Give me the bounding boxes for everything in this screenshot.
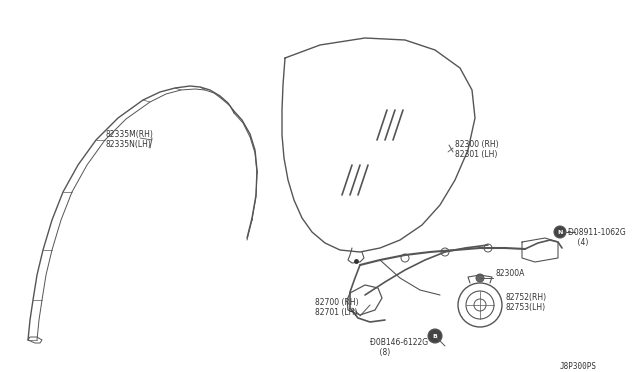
Circle shape [428,329,442,343]
Circle shape [554,226,566,238]
Text: 82752(RH)
82753(LH): 82752(RH) 82753(LH) [506,293,547,312]
Circle shape [476,274,484,282]
Text: 82335M(RH)
82335N(LH): 82335M(RH) 82335N(LH) [105,130,153,150]
Text: Ð0B146-6122G
    (8): Ð0B146-6122G (8) [370,338,428,357]
Text: J8P300PS: J8P300PS [560,362,597,371]
Text: N: N [557,230,563,234]
Text: Ð08911-1062G
    (4): Ð08911-1062G (4) [568,228,626,247]
Text: 82300 (RH)
82301 (LH): 82300 (RH) 82301 (LH) [455,140,499,159]
Text: B: B [433,334,437,339]
Text: 82700 (RH)
82701 (LH): 82700 (RH) 82701 (LH) [315,298,358,317]
Text: 82300A: 82300A [496,269,525,279]
